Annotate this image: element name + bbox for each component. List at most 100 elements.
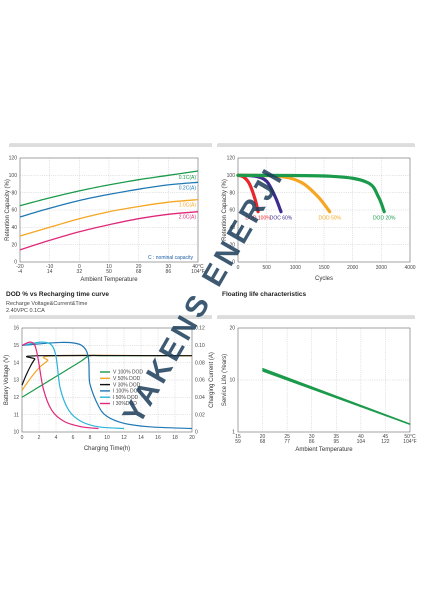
c1-series-label: 0.1C(A) — [179, 175, 197, 181]
c3-y2tick-label: 0.02 — [195, 412, 205, 418]
c1-xtick-label: 40°C — [192, 264, 204, 270]
c2-xtick-label: 0 — [237, 265, 240, 271]
c1-ytick-label: 80 — [11, 190, 17, 196]
c4-xtick-f-label: 104 — [357, 439, 366, 445]
c4-x-axis-label: Ambient Temperature — [295, 447, 353, 453]
c1-series-label: 0.2C(A) — [179, 185, 197, 191]
chart-temperature-capacity: 020406080100120-20-4-1014032105020683086… — [5, 156, 205, 283]
c3-legend-label: V 50% DOD — [113, 376, 141, 382]
c3-xtick-label: 4 — [55, 435, 58, 441]
c3-y2tick-label: 0 — [195, 430, 198, 436]
c3-x-axis-label: Charging Time(h) — [84, 446, 130, 452]
c4-xtick-label: 50°C — [404, 434, 416, 440]
float-section-title: Floating life characteristics — [222, 291, 307, 298]
c1-ytick-label: 100 — [9, 173, 18, 179]
c1-xtick-f-label: 104°F — [191, 269, 204, 275]
c4-ytick-label: 20 — [229, 326, 235, 332]
c3-ytick-label: 15 — [13, 343, 19, 349]
c2-series-label: DOC 60% — [270, 216, 293, 222]
c1-series-line — [19, 211, 199, 251]
panel3-bar — [10, 316, 212, 319]
c4-xtick-f-label: 122 — [381, 439, 390, 445]
c3-series-line — [21, 341, 125, 430]
c1-annotation: C : nominal capacity — [148, 255, 194, 261]
c4-xtick-label: 40 — [358, 434, 364, 440]
dod-section-subtitle-1: Recharge Voltage&Current&Time — [6, 301, 87, 307]
c1-series-line — [19, 181, 199, 218]
c4-xtick-label: 30 — [309, 434, 315, 440]
c3-xtick-label: 20 — [189, 435, 195, 441]
c3-xtick-label: 2 — [38, 435, 41, 441]
c2-ytick-label: 20 — [229, 242, 235, 248]
c4-service-life-band — [262, 367, 411, 426]
dod-section-title: DOD % vs Recharging time curve — [6, 291, 109, 298]
panel4-bar — [218, 316, 414, 319]
c3-legend-label: I 50% DOD — [113, 395, 139, 401]
c1-xtick-f-label: -4 — [18, 269, 23, 275]
c2-series-label: DOD 50% — [318, 216, 341, 222]
c2-series-label: DOD 100% — [245, 216, 271, 222]
c1-xtick-f-label: 50 — [106, 269, 112, 275]
c3-ytick-label: 14 — [13, 360, 19, 366]
c1-xtick-label: 10 — [106, 264, 112, 270]
c4-ytick-label: 10 — [229, 378, 235, 384]
c1-ytick-label: 0 — [14, 260, 17, 266]
c3-xtick-label: 12 — [121, 435, 127, 441]
c1-series-label: 1.0C(A) — [179, 203, 197, 209]
c1-xtick-label: 30 — [166, 264, 172, 270]
c2-xtick-label: 1500 — [318, 265, 329, 271]
c2-ytick-label: 100 — [227, 173, 236, 179]
c1-series-line — [19, 198, 199, 237]
c4-ytick-label: 1 — [232, 430, 235, 436]
c3-series-line — [21, 354, 193, 386]
c2-ytick-label: 40 — [229, 225, 235, 231]
c3-legend-label: I 30%DOD — [113, 401, 137, 407]
chart-floating-life: 1102015592068257730863595401044512250°C1… — [222, 326, 417, 453]
c3-y-axis-label: Battery Voltage (V) — [4, 355, 10, 405]
c3-y2tick-label: 0.06 — [195, 378, 205, 384]
c3-legend-label: I 100% DOD — [113, 389, 141, 395]
c1-ytick-label: 40 — [11, 225, 17, 231]
chart-cycle-life: 0 20 40 60 80 100 120 0 500 1000 1500 2000 3000 4000 C… — [222, 156, 416, 282]
c3-series-line — [21, 341, 193, 430]
c1-xtick-label: -20 — [16, 264, 23, 270]
c2-series-band — [236, 173, 386, 214]
panel2-bar — [218, 144, 414, 147]
c2-xtick-label: 500 — [262, 265, 271, 271]
chart-recharging-time: 10 11 12 13 14 15 16 0 0.02 0.04 0.06 0.08 0.10 0.12 0… — [4, 326, 215, 452]
c1-xtick-label: 0 — [78, 264, 81, 270]
c3-y2tick-label: 0.04 — [195, 395, 205, 401]
dod-section-subtitle-2: 2.40VPC 0.1CA — [6, 308, 45, 314]
c4-xtick-f-label: 86 — [309, 439, 315, 445]
c3-legend-label: V 30% DOD — [113, 382, 141, 388]
c2-ytick-label: 120 — [227, 156, 236, 162]
c4-xtick-f-label: 95 — [334, 439, 340, 445]
c3-xtick-label: 16 — [155, 435, 161, 441]
c4-y-axis-label: Service Life (Years) — [222, 354, 228, 406]
c4-xtick-label: 45 — [383, 434, 389, 440]
c1-series-line — [19, 170, 199, 207]
c4-xtick-f-label: 104°F — [403, 439, 416, 445]
c1-ytick-label: 120 — [9, 156, 18, 162]
c4-xtick-label: 15 — [235, 434, 241, 440]
c1-xtick-f-label: 68 — [136, 269, 142, 275]
c2-ytick-label: 80 — [229, 190, 235, 196]
c2-ytick-label: 60 — [229, 208, 235, 214]
c2-xtick-label: 2000 — [347, 265, 358, 271]
c3-ytick-label: 10 — [13, 430, 19, 436]
panel1-bar — [10, 144, 212, 147]
c1-ytick-label: 20 — [11, 242, 17, 248]
c2-ytick-label: 0 — [232, 260, 235, 266]
c3-ytick-label: 11 — [14, 412, 19, 418]
c3-legend-label: V 100% DOD — [113, 370, 143, 376]
c3-series-line — [21, 341, 99, 430]
c1-xtick-f-label: 32 — [77, 269, 83, 275]
c1-ytick-label: 60 — [11, 208, 17, 214]
c3-ytick-label: 16 — [13, 326, 19, 332]
c4-xtick-f-label: 68 — [260, 439, 266, 445]
c2-y-axis-label: Retention Capacity (%) — [222, 179, 228, 241]
c4-xtick-f-label: 77 — [284, 439, 290, 445]
c2-series-label: DOD 20% — [373, 216, 396, 222]
c3-xtick-label: 14 — [138, 435, 144, 441]
c1-y-axis-label: Retention Capacity (%) — [5, 179, 11, 241]
